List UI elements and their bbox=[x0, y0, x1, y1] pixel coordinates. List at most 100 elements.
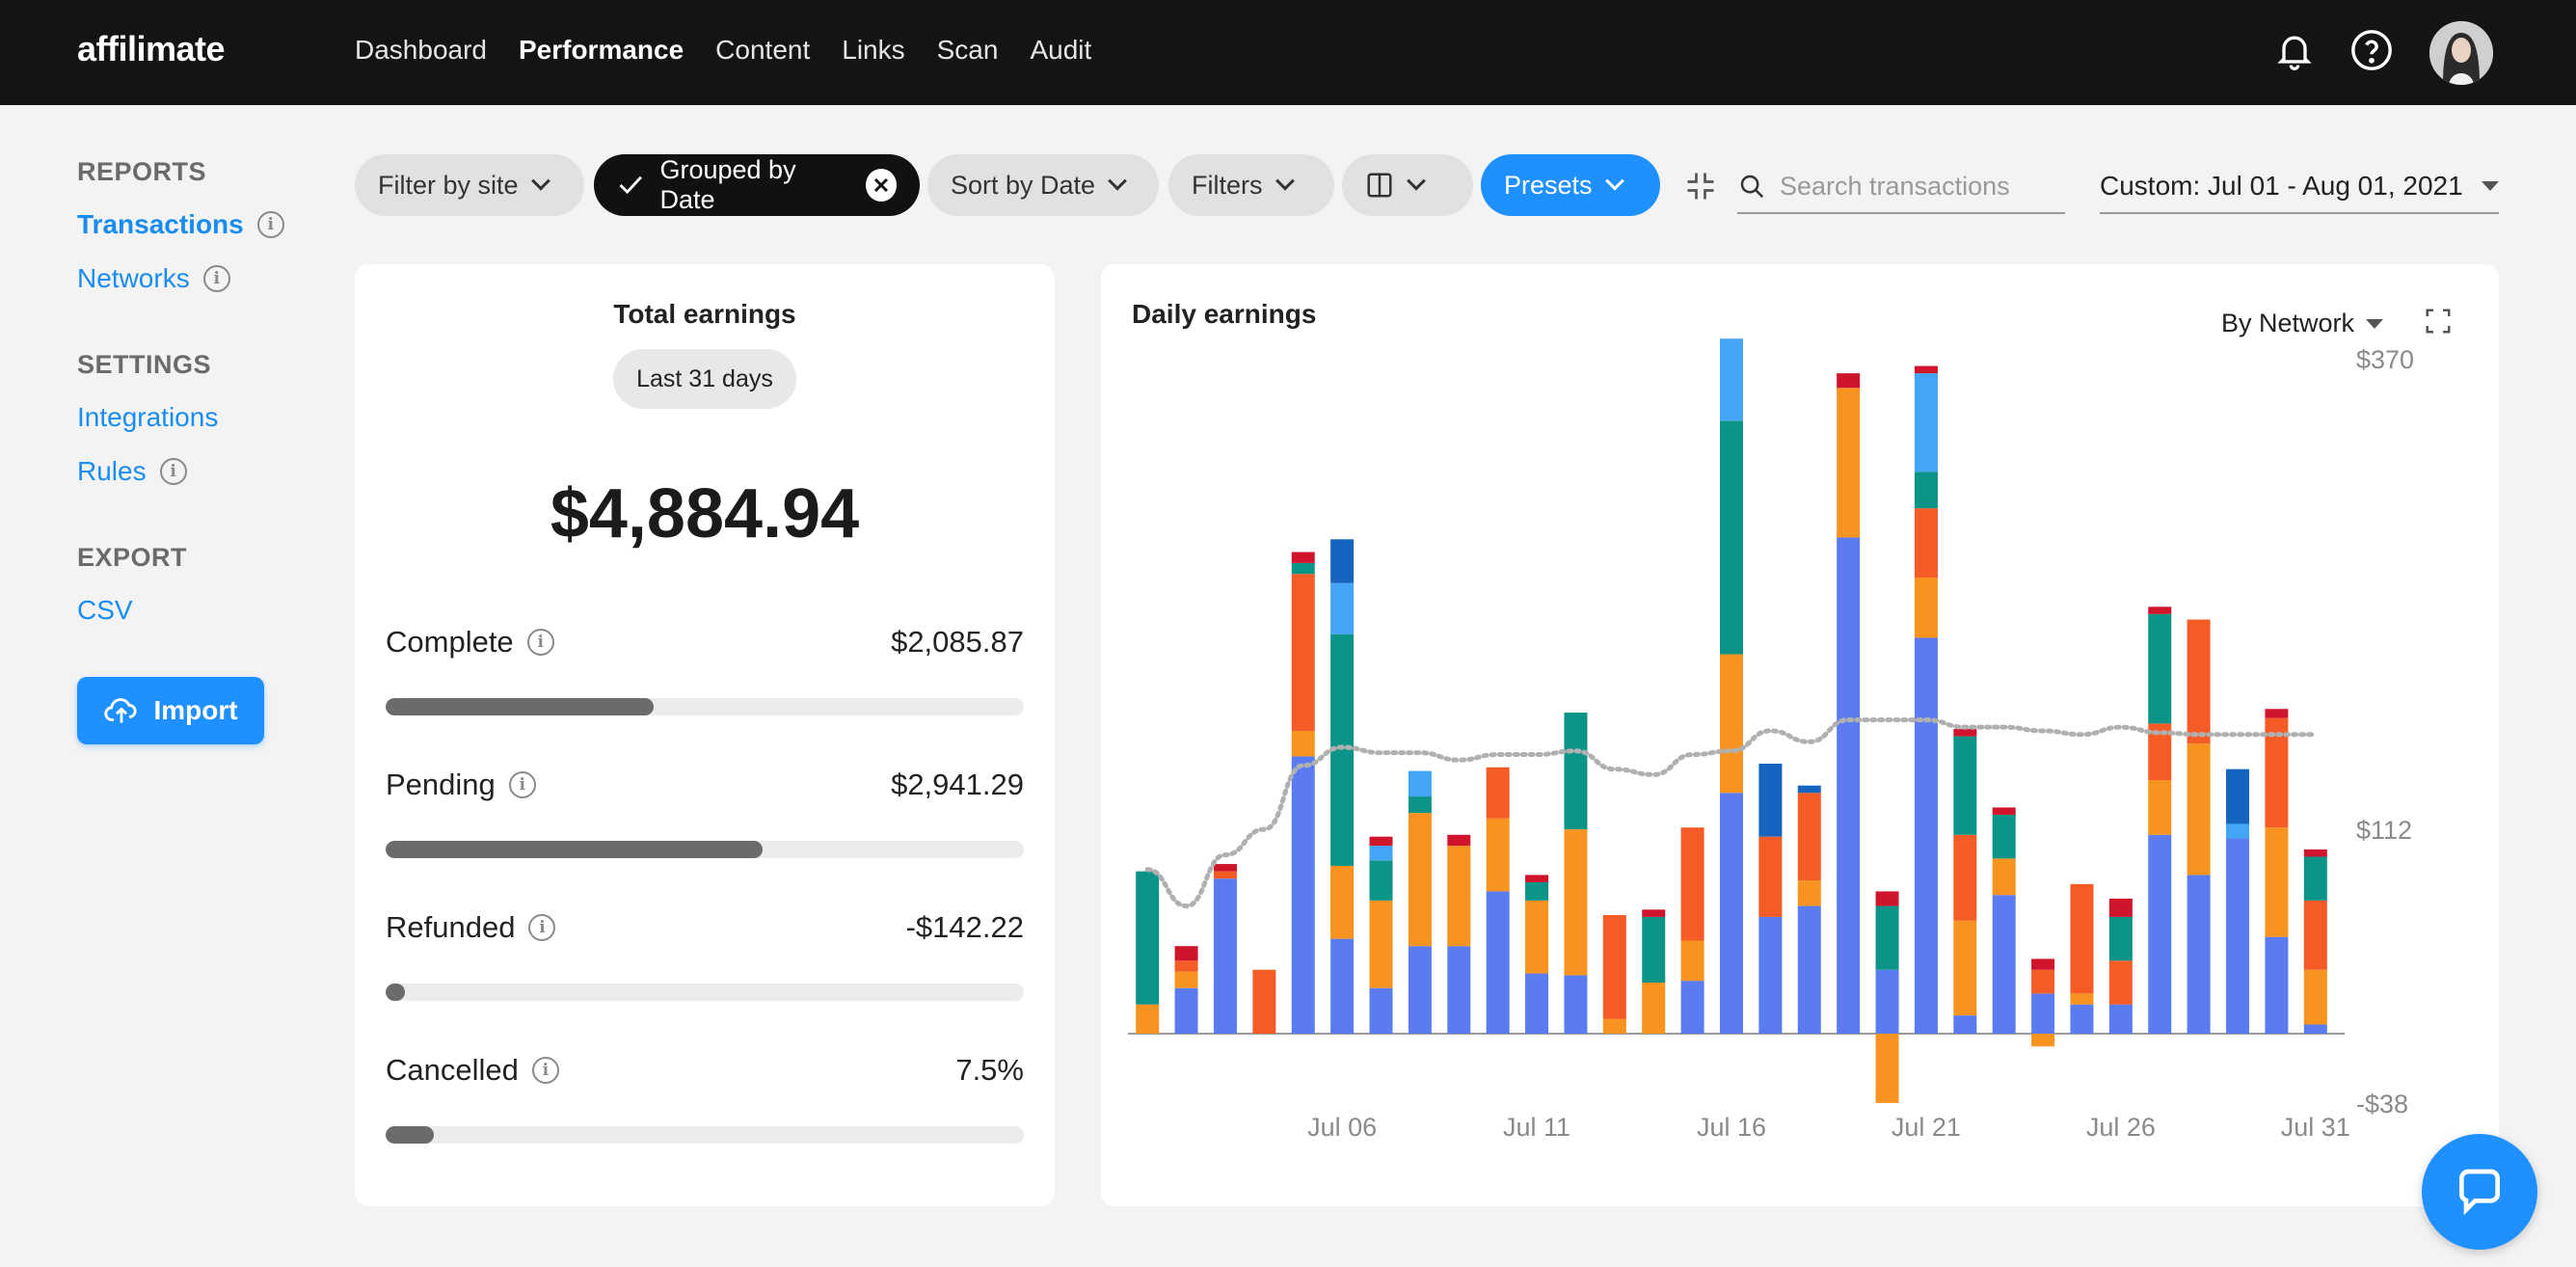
info-icon[interactable]: i bbox=[526, 629, 554, 656]
bar-segment-16-light_blue[interactable] bbox=[1720, 338, 1743, 421]
sidebar-item-transactions[interactable]: Transactions i bbox=[77, 209, 284, 240]
info-icon[interactable]: i bbox=[531, 1057, 559, 1084]
bar-segment-7-crimson[interactable] bbox=[1369, 836, 1393, 847]
bar-segment-5-blue[interactable] bbox=[1291, 756, 1315, 1034]
bar-segment-9-crimson[interactable] bbox=[1447, 834, 1471, 847]
bar-segment-31-crimson[interactable] bbox=[2303, 849, 2327, 857]
info-icon[interactable]: i bbox=[528, 914, 556, 941]
presets-dropdown[interactable]: Presets bbox=[1481, 154, 1660, 216]
bar-segment-17-blue[interactable] bbox=[1758, 916, 1783, 1034]
info-icon[interactable]: i bbox=[256, 211, 284, 238]
bar-segment-12-teal[interactable] bbox=[1564, 713, 1588, 830]
bar-segment-8-blue[interactable] bbox=[1408, 946, 1432, 1034]
grouped-by-date-chip[interactable]: Grouped by Date bbox=[594, 154, 920, 216]
bar-segment-9-orange[interactable] bbox=[1447, 846, 1471, 947]
nav-content[interactable]: Content bbox=[715, 35, 811, 65]
bar-segment-30-crimson[interactable] bbox=[2265, 709, 2289, 718]
bar-segment-27-orange[interactable] bbox=[2148, 780, 2172, 835]
bar-segment-10-red_orange[interactable] bbox=[1486, 767, 1510, 819]
filters-dropdown[interactable]: Filters bbox=[1168, 154, 1334, 216]
bar-segment-18-dark_blue[interactable] bbox=[1797, 785, 1821, 794]
group-by-network-dropdown[interactable]: By Network bbox=[2221, 309, 2384, 338]
sidebar-item-csv[interactable]: CSV bbox=[77, 595, 133, 626]
bar-segment-1-orange[interactable] bbox=[1136, 1004, 1160, 1034]
bar-segment-21-red_orange[interactable] bbox=[1914, 508, 1938, 579]
affilimate-logo[interactable]: affilimate bbox=[77, 29, 226, 69]
bar-segment-7-teal[interactable] bbox=[1369, 860, 1393, 901]
bar-segment-5-crimson[interactable] bbox=[1291, 552, 1315, 563]
bar-segment-8-orange[interactable] bbox=[1408, 813, 1432, 947]
bar-segment-13-red_orange[interactable] bbox=[1602, 915, 1626, 1019]
chat-support-button[interactable] bbox=[2422, 1134, 2537, 1250]
bar-segment-20-teal[interactable] bbox=[1875, 905, 1899, 970]
bar-segment-18-red_orange[interactable] bbox=[1797, 793, 1821, 881]
bar-segment-24-blue[interactable] bbox=[2031, 993, 2055, 1034]
bar-segment-14-teal[interactable] bbox=[1642, 916, 1666, 984]
nav-audit[interactable]: Audit bbox=[1030, 35, 1092, 65]
bar-segment-20-orange_negative[interactable] bbox=[1875, 1034, 1899, 1103]
bar-segment-21-orange[interactable] bbox=[1914, 578, 1938, 638]
bar-segment-14-orange[interactable] bbox=[1642, 983, 1666, 1034]
bar-segment-22-blue[interactable] bbox=[1953, 1015, 1977, 1034]
bar-segment-27-crimson[interactable] bbox=[2148, 607, 2172, 614]
bar-segment-3-red_orange[interactable] bbox=[1213, 871, 1237, 879]
bar-segment-7-blue[interactable] bbox=[1369, 987, 1393, 1034]
bar-segment-17-red_orange[interactable] bbox=[1758, 836, 1783, 917]
bar-segment-16-blue[interactable] bbox=[1720, 793, 1743, 1034]
bar-segment-16-orange[interactable] bbox=[1720, 654, 1743, 794]
bar-segment-29-blue[interactable] bbox=[2226, 838, 2250, 1034]
bar-segment-7-orange[interactable] bbox=[1369, 900, 1393, 988]
bar-segment-3-blue[interactable] bbox=[1213, 878, 1237, 1034]
bar-segment-23-teal[interactable] bbox=[1992, 814, 2016, 859]
bar-segment-25-orange[interactable] bbox=[2070, 993, 2094, 1005]
bar-segment-31-teal[interactable] bbox=[2303, 856, 2327, 901]
bar-segment-2-crimson[interactable] bbox=[1174, 946, 1198, 961]
info-icon[interactable]: i bbox=[508, 771, 536, 798]
bar-segment-30-orange[interactable] bbox=[2265, 827, 2289, 937]
bar-segment-6-dark_blue[interactable] bbox=[1330, 539, 1355, 583]
bar-segment-6-light_blue[interactable] bbox=[1330, 582, 1355, 634]
bar-segment-2-blue[interactable] bbox=[1174, 987, 1198, 1034]
bar-segment-18-orange[interactable] bbox=[1797, 880, 1821, 906]
remove-grouping-icon[interactable] bbox=[865, 169, 897, 202]
bar-segment-31-blue[interactable] bbox=[2303, 1024, 2327, 1034]
bar-segment-7-light_blue[interactable] bbox=[1369, 846, 1393, 861]
nav-links[interactable]: Links bbox=[842, 35, 905, 65]
bar-segment-11-crimson[interactable] bbox=[1525, 875, 1549, 882]
bar-segment-30-blue[interactable] bbox=[2265, 936, 2289, 1034]
bar-segment-5-teal[interactable] bbox=[1291, 562, 1315, 575]
user-avatar[interactable] bbox=[2429, 21, 2493, 85]
bar-segment-25-blue[interactable] bbox=[2070, 1004, 2094, 1034]
bar-segment-2-orange[interactable] bbox=[1174, 971, 1198, 988]
bar-segment-5-orange[interactable] bbox=[1291, 730, 1315, 757]
bar-segment-19-blue[interactable] bbox=[1837, 537, 1861, 1034]
bar-segment-10-orange[interactable] bbox=[1486, 818, 1510, 892]
bar-segment-24-orange[interactable] bbox=[2031, 1034, 2055, 1047]
bar-segment-19-orange[interactable] bbox=[1837, 388, 1861, 538]
bar-segment-14-crimson[interactable] bbox=[1642, 909, 1666, 917]
bar-segment-17-dark_blue[interactable] bbox=[1758, 764, 1783, 837]
bar-segment-19-crimson[interactable] bbox=[1837, 373, 1861, 389]
sidebar-item-networks[interactable]: Networks i bbox=[77, 263, 230, 294]
bar-segment-1-teal[interactable] bbox=[1136, 871, 1160, 1005]
bar-segment-30-red_orange[interactable] bbox=[2265, 717, 2289, 828]
bar-segment-21-teal[interactable] bbox=[1914, 472, 1938, 509]
nav-dashboard[interactable]: Dashboard bbox=[355, 35, 487, 65]
fullscreen-icon[interactable] bbox=[2424, 307, 2453, 336]
bar-segment-31-orange[interactable] bbox=[2303, 969, 2327, 1025]
bar-segment-8-teal[interactable] bbox=[1408, 796, 1432, 814]
bar-segment-27-teal[interactable] bbox=[2148, 613, 2172, 724]
bar-segment-26-blue[interactable] bbox=[2108, 1004, 2133, 1034]
bar-segment-23-blue[interactable] bbox=[1992, 895, 2016, 1034]
bar-segment-21-light_blue[interactable] bbox=[1914, 373, 1938, 472]
bar-segment-6-orange[interactable] bbox=[1330, 865, 1355, 939]
bar-segment-3-crimson[interactable] bbox=[1213, 864, 1237, 872]
sort-by-date-dropdown[interactable]: Sort by Date bbox=[927, 154, 1159, 216]
bar-segment-29-dark_blue[interactable] bbox=[2226, 768, 2250, 824]
bar-segment-18-blue[interactable] bbox=[1797, 905, 1821, 1034]
bar-segment-12-blue[interactable] bbox=[1564, 975, 1588, 1034]
bar-segment-15-red_orange[interactable] bbox=[1680, 827, 1704, 941]
import-button[interactable]: Import bbox=[77, 677, 264, 744]
sidebar-item-rules[interactable]: Rules i bbox=[77, 456, 187, 487]
bar-segment-4-red_orange[interactable] bbox=[1252, 969, 1276, 1034]
